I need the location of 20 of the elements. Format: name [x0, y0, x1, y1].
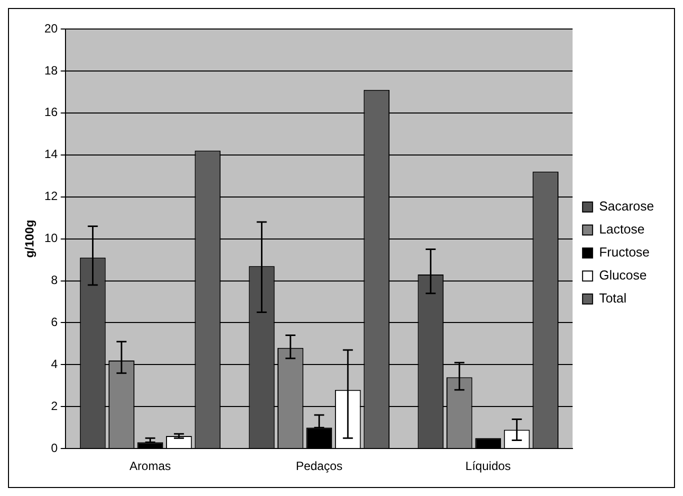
y-tick-label: 4 [51, 356, 58, 371]
y-tick-label: 18 [44, 63, 58, 78]
y-tick-label: 14 [44, 147, 58, 162]
x-tick-label: Pedaços [296, 459, 343, 474]
y-tick-label: 10 [44, 231, 58, 246]
legend-label: Total [599, 290, 627, 306]
y-tick-label: 0 [51, 440, 58, 455]
legend-label: Glucose [599, 268, 647, 283]
y-tick-label: 16 [44, 105, 58, 120]
legend-label: Fructose [599, 244, 650, 260]
y-tick-label: 2 [51, 398, 58, 413]
legend-label: Sacarose [599, 198, 654, 214]
y-tick-label: 8 [51, 273, 58, 288]
y-tick-label: 6 [51, 315, 58, 330]
x-tick-label: Aromas [130, 459, 171, 474]
y-tick-label: 12 [44, 189, 58, 204]
y-tick-label: 20 [44, 21, 58, 36]
x-tick-label: Líquidos [465, 459, 511, 474]
legend-label: Lactose [599, 222, 645, 237]
y-axis-title: g/100g [22, 220, 37, 258]
